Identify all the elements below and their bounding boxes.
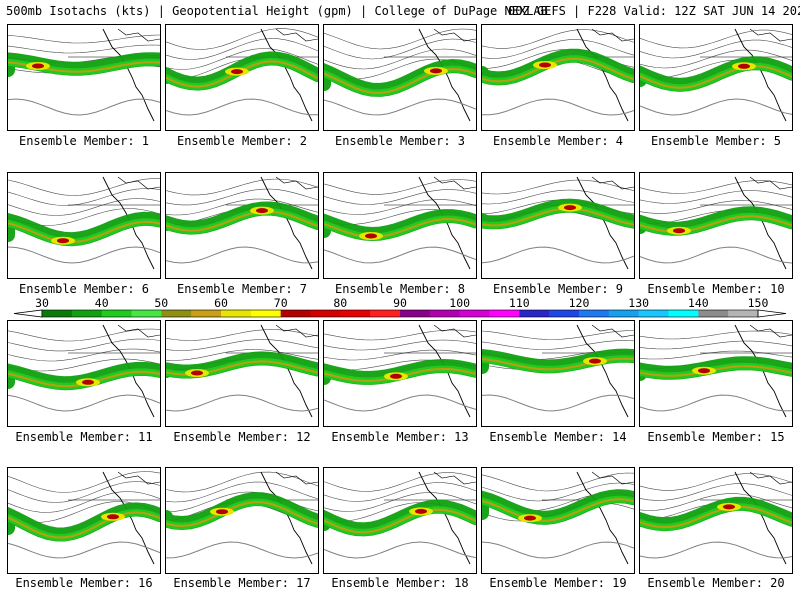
colorbar-swatch — [549, 310, 580, 317]
ensemble-map-10 — [639, 172, 793, 279]
ensemble-member-label: Ensemble Member: 19 — [489, 576, 627, 590]
colorbar-swatch — [429, 310, 460, 317]
colorbar-tick-label: 90 — [393, 296, 407, 310]
ensemble-member-label: Ensemble Member: 7 — [176, 282, 308, 296]
map-title: 500mb Isotachs (kts) | Geopotential Heig… — [6, 3, 800, 19]
colorbar-tick-label: 110 — [509, 296, 530, 310]
ensemble-map-1 — [7, 24, 161, 131]
ensemble-map-5 — [639, 24, 793, 131]
ensemble-map-9 — [481, 172, 635, 279]
ensemble-map-18 — [323, 467, 477, 574]
ensemble-map-15 — [639, 320, 793, 427]
ensemble-map-8 — [323, 172, 477, 279]
colorbar-swatch — [191, 310, 222, 317]
ensemble-member-label: Ensemble Member: 15 — [647, 430, 785, 444]
colorbar-swatch — [459, 310, 490, 317]
ensemble-member-label: Ensemble Member: 3 — [334, 134, 466, 148]
colorbar-tick-label: 30 — [35, 296, 49, 310]
colorbar-swatch — [519, 310, 550, 317]
ensemble-member-label: Ensemble Member: 5 — [650, 134, 782, 148]
colorbar-left-arrow — [13, 309, 43, 318]
colorbar-svg: 30405060708090100110120130140150160170 — [13, 296, 787, 318]
ensemble-member-label: Ensemble Member: 2 — [176, 134, 308, 148]
colorbar-swatch — [370, 310, 401, 317]
colorbar-swatch — [608, 310, 639, 317]
ensemble-map-12 — [165, 320, 319, 427]
colorbar-swatch — [280, 310, 311, 317]
colorbar-swatch — [400, 310, 431, 317]
colorbar-tick-label: 140 — [688, 296, 709, 310]
ensemble-map-7 — [165, 172, 319, 279]
colorbar-swatch — [42, 310, 73, 317]
ensemble-member-label: Ensemble Member: 18 — [331, 576, 469, 590]
colorbar-swatch — [310, 310, 341, 317]
colorbar-swatch — [161, 310, 192, 317]
ensemble-map-2 — [165, 24, 319, 131]
ensemble-map-16 — [7, 467, 161, 574]
ensemble-member-label: Ensemble Member: 6 — [18, 282, 150, 296]
ensemble-member-label: Ensemble Member: 8 — [334, 282, 466, 296]
colorbar-tick-label: 150 — [748, 296, 769, 310]
ensemble-member-label: Ensemble Member: 16 — [15, 576, 153, 590]
colorbar-swatch — [340, 310, 371, 317]
colorbar-tick-label: 80 — [333, 296, 347, 310]
colorbar-tick-label: 100 — [449, 296, 470, 310]
colorbar-tick-label: 60 — [214, 296, 228, 310]
colorbar-swatch — [131, 310, 162, 317]
ensemble-member-label: Ensemble Member: 4 — [492, 134, 624, 148]
isotach-colorbar: 30405060708090100110120130140150160170 — [0, 296, 800, 320]
colorbar-tick-label: 130 — [628, 296, 649, 310]
ensemble-member-label: Ensemble Member: 1 — [18, 134, 150, 148]
ensemble-member-label: Ensemble Member: 9 — [492, 282, 624, 296]
ensemble-member-label: Ensemble Member: 14 — [489, 430, 627, 444]
colorbar-swatch — [71, 310, 102, 317]
ensemble-member-label: Ensemble Member: 10 — [647, 282, 785, 296]
colorbar-swatch — [728, 310, 759, 317]
colorbar-swatch — [101, 310, 132, 317]
colorbar-swatch — [698, 310, 729, 317]
colorbar-swatch — [579, 310, 610, 317]
run-info-text: 00Z GEFS | F228 Valid: 12Z SAT JUN 14 20… — [508, 4, 800, 18]
ensemble-map-13 — [323, 320, 477, 427]
ensemble-map-6 — [7, 172, 161, 279]
colorbar-right-arrow — [757, 309, 787, 318]
ensemble-map-17 — [165, 467, 319, 574]
ensemble-member-label: Ensemble Member: 17 — [173, 576, 311, 590]
colorbar-tick-label: 70 — [274, 296, 288, 310]
ensemble-member-label: Ensemble Member: 12 — [173, 430, 311, 444]
ensemble-map-14 — [481, 320, 635, 427]
ensemble-member-label: Ensemble Member: 11 — [15, 430, 153, 444]
title-text: 500mb Isotachs (kts) | Geopotential Heig… — [6, 4, 548, 18]
colorbar-swatch — [250, 310, 281, 317]
ensemble-map-4 — [481, 24, 635, 131]
colorbar-swatch — [221, 310, 252, 317]
ensemble-map-3 — [323, 24, 477, 131]
ensemble-member-label: Ensemble Member: 13 — [331, 430, 469, 444]
colorbar-tick-label: 40 — [95, 296, 109, 310]
ensemble-member-label: Ensemble Member: 20 — [647, 576, 785, 590]
colorbar-swatch — [668, 310, 699, 317]
ensemble-map-11 — [7, 320, 161, 427]
ensemble-map-20 — [639, 467, 793, 574]
colorbar-swatch — [489, 310, 520, 317]
colorbar-tick-label: 50 — [154, 296, 168, 310]
ensemble-map-19 — [481, 467, 635, 574]
colorbar-swatch — [638, 310, 669, 317]
colorbar-tick-label: 120 — [569, 296, 590, 310]
